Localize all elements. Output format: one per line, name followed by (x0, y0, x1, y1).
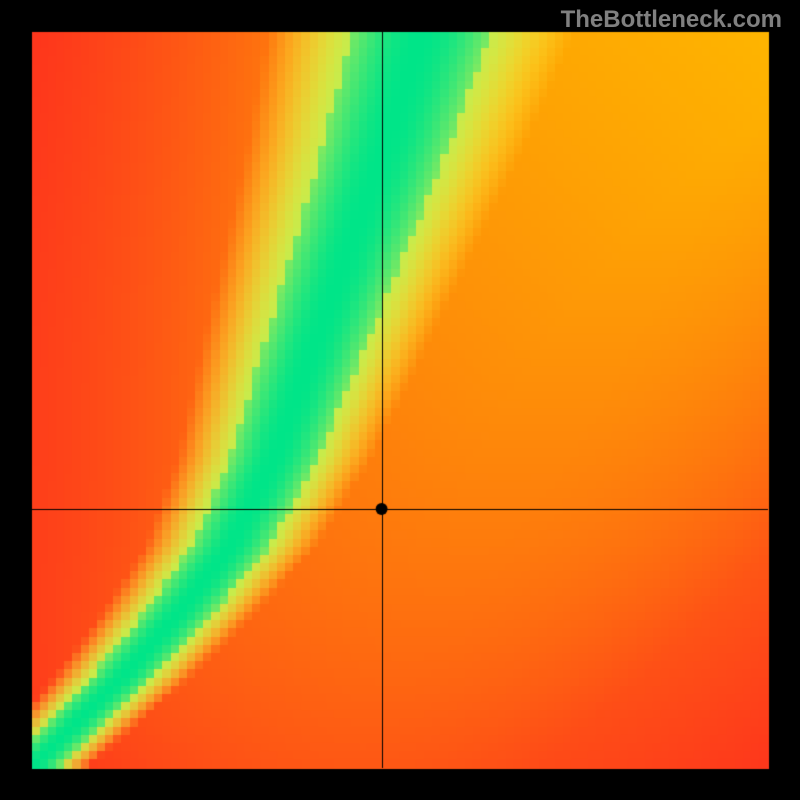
chart-container: TheBottleneck.com (0, 0, 800, 800)
watermark-text: TheBottleneck.com (561, 6, 782, 34)
bottleneck-heatmap (0, 0, 800, 800)
